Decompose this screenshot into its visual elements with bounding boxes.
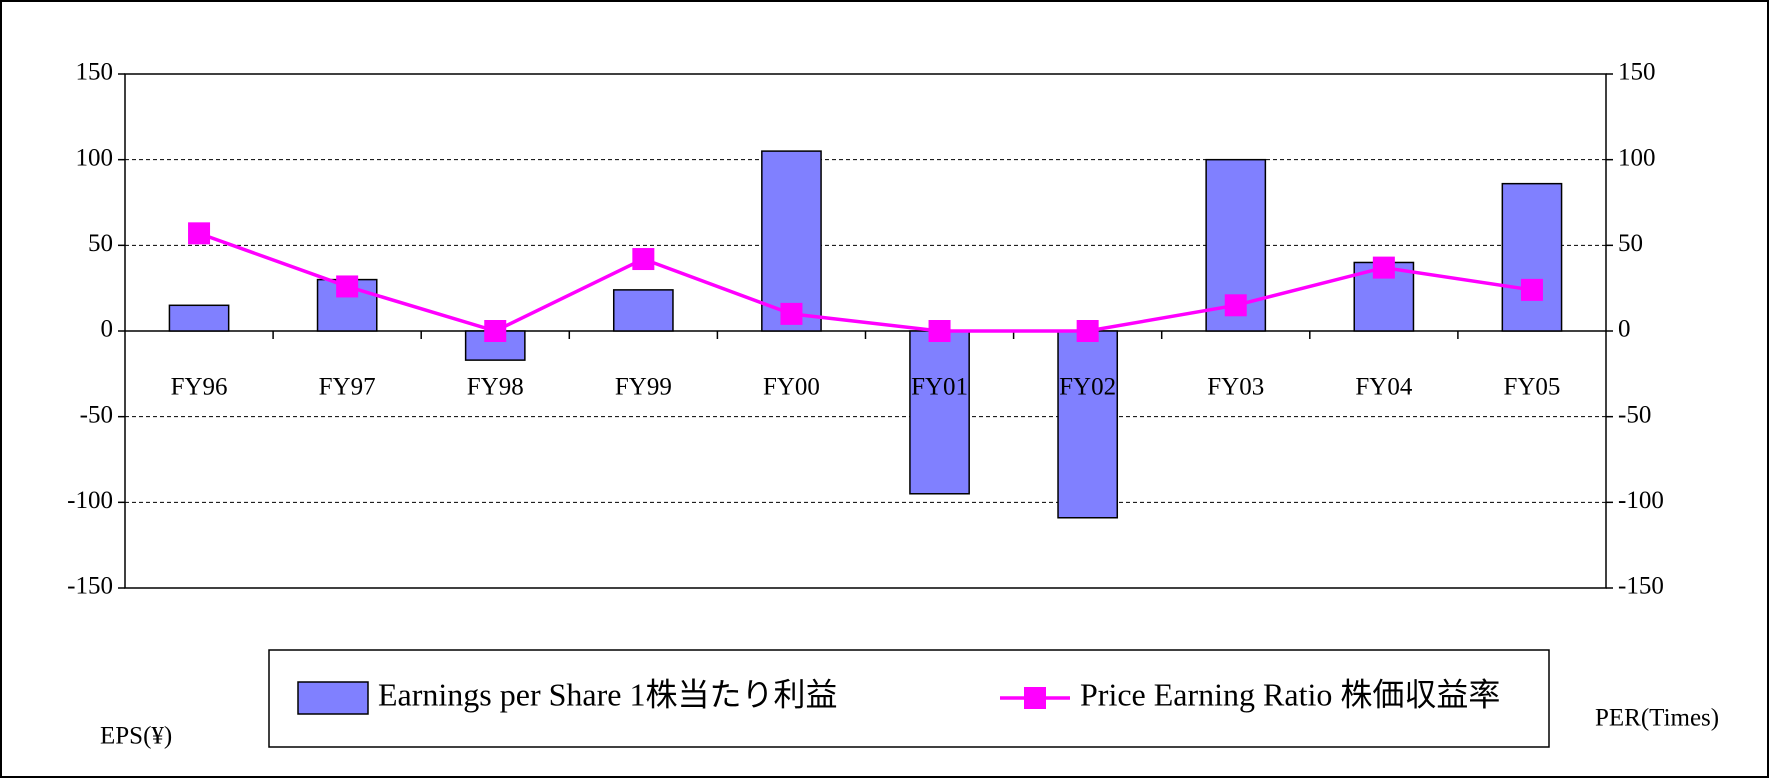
legend-text: Earnings per Share 1株当たり利益	[378, 676, 837, 712]
x-tick-label: FY01	[911, 374, 968, 401]
y-tick-label: 50	[88, 230, 113, 257]
legend-swatch	[297, 681, 369, 715]
y-tick-label: 0	[101, 316, 114, 343]
legend-marker	[1024, 687, 1046, 709]
line-marker	[928, 320, 951, 342]
y2-tick-label: 150	[1618, 59, 1656, 86]
bar	[1057, 330, 1119, 519]
line-marker	[1372, 256, 1395, 279]
x-tick-label: FY04	[1355, 374, 1412, 401]
line-marker	[632, 248, 655, 271]
x-tick-label: FY99	[615, 374, 672, 401]
x-tick-label: FY97	[319, 374, 376, 401]
y2-tick-label: 50	[1618, 230, 1643, 257]
line-marker	[484, 320, 507, 342]
bar	[761, 150, 822, 332]
legend-text: Price Earning Ratio 株価収益率	[1080, 676, 1500, 712]
x-tick-label: FY00	[763, 374, 820, 401]
legend-box	[268, 649, 1550, 748]
bar	[168, 304, 230, 332]
y-tick-label: -50	[80, 401, 113, 428]
y2-axis-label: PER(Times)	[1595, 705, 1719, 732]
x-tick-label: FY02	[1059, 374, 1116, 401]
bar	[909, 330, 970, 495]
y-tick-label: 100	[76, 144, 114, 171]
line-marker	[336, 275, 359, 298]
line-marker	[1076, 320, 1099, 342]
x-tick-label: FY03	[1207, 374, 1264, 401]
x-tick-label: FY96	[171, 374, 228, 401]
y-tick-label: 150	[76, 59, 114, 86]
line-marker	[188, 222, 211, 245]
x-tick-label: FY98	[467, 374, 524, 401]
y-axis-label: EPS(¥)	[100, 723, 172, 750]
bar	[612, 289, 674, 332]
line-marker	[780, 302, 803, 325]
y-tick-label: -100	[67, 487, 113, 514]
y2-tick-label: -150	[1618, 573, 1664, 600]
line	[198, 231, 1533, 333]
y2-tick-label: -100	[1618, 487, 1664, 514]
y2-tick-label: 100	[1618, 144, 1656, 171]
x-tick-label: FY05	[1503, 374, 1560, 401]
bar	[1501, 182, 1563, 332]
line-marker	[1520, 278, 1543, 301]
line-marker	[1224, 294, 1247, 317]
y2-tick-label: 0	[1618, 316, 1631, 343]
y-tick-label: -150	[67, 573, 113, 600]
y2-tick-label: -50	[1618, 401, 1651, 428]
